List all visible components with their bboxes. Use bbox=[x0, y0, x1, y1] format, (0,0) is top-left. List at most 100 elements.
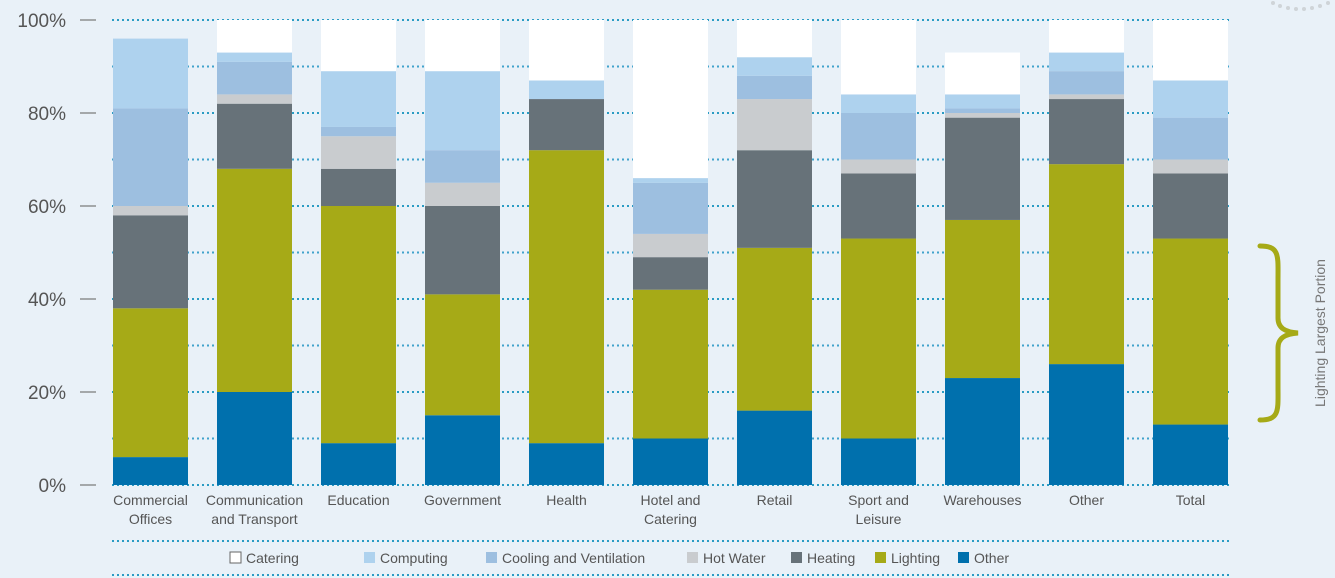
bar-segment bbox=[633, 438, 708, 485]
bar-segment bbox=[321, 443, 396, 485]
legend-item: Lighting bbox=[875, 550, 940, 566]
bar-segment bbox=[945, 219, 1020, 379]
legend-swatch bbox=[364, 552, 375, 563]
legend-label: Hot Water bbox=[703, 550, 766, 566]
annotation: Lighting Largest Portion bbox=[1257, 243, 1328, 423]
bar-segment bbox=[321, 71, 396, 127]
bar-segment bbox=[529, 99, 604, 151]
bar-segment bbox=[425, 206, 500, 295]
legend-label: Cooling and Ventilation bbox=[502, 550, 645, 566]
bar-segment bbox=[633, 289, 708, 439]
bar-segment bbox=[113, 215, 188, 309]
bar-segment bbox=[841, 438, 916, 485]
bar-segment bbox=[113, 308, 188, 458]
x-tick-label: Leisure bbox=[856, 511, 902, 527]
bar-segment bbox=[1153, 117, 1228, 160]
bar-segment bbox=[217, 52, 292, 62]
bar-segment bbox=[113, 108, 188, 206]
legend-swatch bbox=[875, 552, 886, 563]
bars bbox=[113, 20, 1228, 485]
bar-segment bbox=[945, 378, 1020, 485]
bar-segment bbox=[425, 415, 500, 485]
legend-swatch bbox=[229, 551, 242, 564]
x-axis-category-labels: Commercial Offices Communication and Transp… bbox=[113, 492, 1205, 527]
y-tick-label: 60% bbox=[28, 197, 66, 218]
bar-segment bbox=[737, 57, 812, 76]
bar-segment bbox=[217, 392, 292, 485]
bar-segment bbox=[529, 150, 604, 444]
bar-segment bbox=[529, 80, 604, 100]
x-tick-label: Education bbox=[327, 492, 389, 508]
legend-item: Catering bbox=[229, 550, 299, 566]
bar-segment bbox=[1153, 173, 1228, 239]
legend-swatch bbox=[958, 552, 969, 563]
legend-item: Other bbox=[958, 550, 1009, 566]
annotation-label: Lighting Largest Portion bbox=[1312, 259, 1328, 407]
y-tick-label: 20% bbox=[28, 383, 66, 404]
bar-segment bbox=[841, 173, 916, 239]
x-tick-label: Total bbox=[1176, 492, 1206, 508]
bar-segment bbox=[1153, 20, 1228, 81]
bar-segment bbox=[425, 150, 500, 183]
bar-segment bbox=[633, 233, 708, 258]
bar-segment bbox=[633, 257, 708, 290]
bar-segment bbox=[1153, 424, 1228, 485]
x-tick-label: Retail bbox=[757, 492, 793, 508]
bar-segment bbox=[529, 20, 604, 81]
curly-brace bbox=[1257, 243, 1299, 423]
bar-segment bbox=[841, 159, 916, 174]
corner-dots-decoration bbox=[1271, 1, 1330, 11]
bar-segment bbox=[1153, 159, 1228, 174]
bar-segment bbox=[945, 117, 1020, 220]
bar-segment bbox=[113, 38, 188, 109]
bar-segment bbox=[321, 136, 396, 169]
y-tick-label: 100% bbox=[17, 11, 66, 32]
bar-segment bbox=[425, 71, 500, 151]
bar-segment bbox=[737, 247, 812, 411]
legend-item: Heating bbox=[791, 550, 855, 566]
bar-segment bbox=[1049, 364, 1124, 485]
legend-item: Computing bbox=[364, 550, 448, 566]
y-tick-label: 40% bbox=[28, 290, 66, 311]
bar-segment bbox=[1049, 20, 1124, 53]
bar-segment bbox=[529, 443, 604, 485]
bar-segment bbox=[217, 94, 292, 104]
bar-segment bbox=[945, 113, 1020, 118]
x-tick-label: Catering bbox=[644, 511, 697, 527]
bar-segment bbox=[217, 103, 292, 169]
bar-segment bbox=[1049, 71, 1124, 95]
bar-segment bbox=[1049, 99, 1124, 165]
bar-segment bbox=[425, 182, 500, 206]
x-tick-label: Offices bbox=[129, 511, 172, 527]
legend-label: Catering bbox=[246, 550, 299, 566]
bar-segment bbox=[945, 94, 1020, 109]
bar-segment bbox=[425, 294, 500, 416]
bar-segment bbox=[841, 20, 916, 95]
x-tick-label: and Transport bbox=[211, 511, 297, 527]
legend-label: Computing bbox=[380, 550, 448, 566]
legend-label: Other bbox=[974, 550, 1009, 566]
bar-segment bbox=[217, 61, 292, 95]
x-tick-label: Commercial bbox=[113, 492, 188, 508]
x-tick-label: Warehouses bbox=[943, 492, 1021, 508]
bar-segment bbox=[633, 182, 708, 234]
y-tick-label: 80% bbox=[28, 104, 66, 125]
bar-segment bbox=[841, 94, 916, 113]
bar-segment bbox=[113, 457, 188, 485]
bar-segment bbox=[1049, 94, 1124, 100]
bar-segment bbox=[945, 52, 1020, 95]
bar-segment bbox=[841, 113, 916, 160]
bar-segment bbox=[633, 20, 708, 179]
legend-item: Cooling and Ventilation bbox=[486, 550, 645, 566]
bar-segment bbox=[841, 238, 916, 439]
bar-segment bbox=[737, 75, 812, 100]
bar-segment bbox=[321, 168, 396, 206]
bar-segment bbox=[1153, 80, 1228, 118]
bar-segment bbox=[945, 108, 1020, 113]
y-tick-label: 0% bbox=[39, 476, 67, 497]
bar-segment bbox=[737, 99, 812, 151]
bar-segment bbox=[737, 150, 812, 248]
x-tick-label: Government bbox=[424, 492, 501, 508]
bar-segment bbox=[1049, 52, 1124, 72]
